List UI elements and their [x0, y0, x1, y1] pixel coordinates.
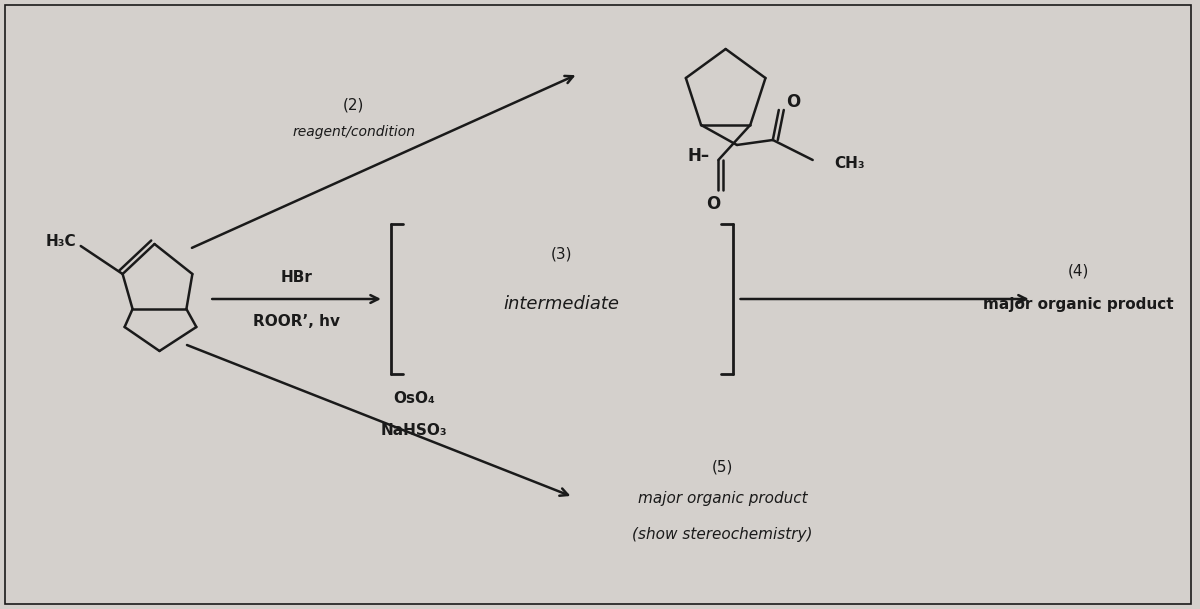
Text: H–: H– — [688, 147, 709, 165]
Text: (3): (3) — [551, 247, 572, 261]
Text: O: O — [707, 195, 720, 213]
Text: (show stereochemistry): (show stereochemistry) — [632, 527, 812, 541]
Text: OsO₄: OsO₄ — [392, 391, 434, 406]
Text: (2): (2) — [343, 97, 365, 112]
Text: major organic product: major organic product — [983, 297, 1174, 311]
Text: reagent/condition: reagent/condition — [293, 124, 415, 138]
Text: NaHSO₃: NaHSO₃ — [380, 423, 446, 438]
Text: (4): (4) — [1068, 264, 1090, 278]
Text: O: O — [786, 93, 800, 111]
Text: ROOR’, hv: ROOR’, hv — [253, 314, 340, 328]
Text: (5): (5) — [712, 460, 733, 474]
Text: CH₃: CH₃ — [835, 157, 865, 172]
Text: HBr: HBr — [281, 270, 312, 284]
Text: major organic product: major organic product — [638, 491, 808, 507]
Text: intermediate: intermediate — [504, 295, 619, 313]
Text: H₃C: H₃C — [46, 233, 76, 248]
